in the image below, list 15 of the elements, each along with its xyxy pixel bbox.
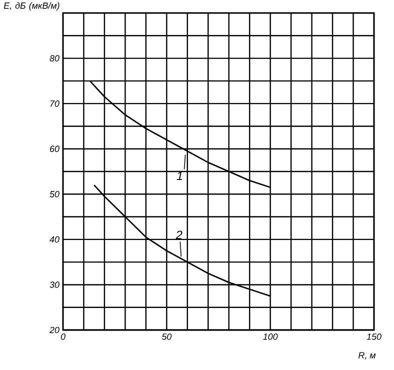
series-label: 2	[176, 230, 182, 240]
x-tick-label: 100	[263, 334, 278, 340]
y-tick-label: 70	[50, 100, 60, 107]
y-tick-label: 20	[49, 326, 60, 334]
y-tick-label: 80	[50, 55, 60, 62]
y-tick-label: 60	[50, 146, 60, 152]
y-tick-label: 50	[50, 190, 60, 198]
x-axis-title: R, м	[358, 352, 376, 360]
y-tick-label: 40	[50, 236, 60, 243]
y-axis-title: E, дБ (мкВ/м)	[4, 2, 60, 11]
x-tick-label: 150	[366, 334, 382, 340]
x-tick-label: 50	[162, 334, 172, 340]
y-tick-label: 30	[50, 282, 60, 288]
legend-label: 1	[176, 172, 182, 180]
x-tick-label: 0	[60, 334, 66, 340]
